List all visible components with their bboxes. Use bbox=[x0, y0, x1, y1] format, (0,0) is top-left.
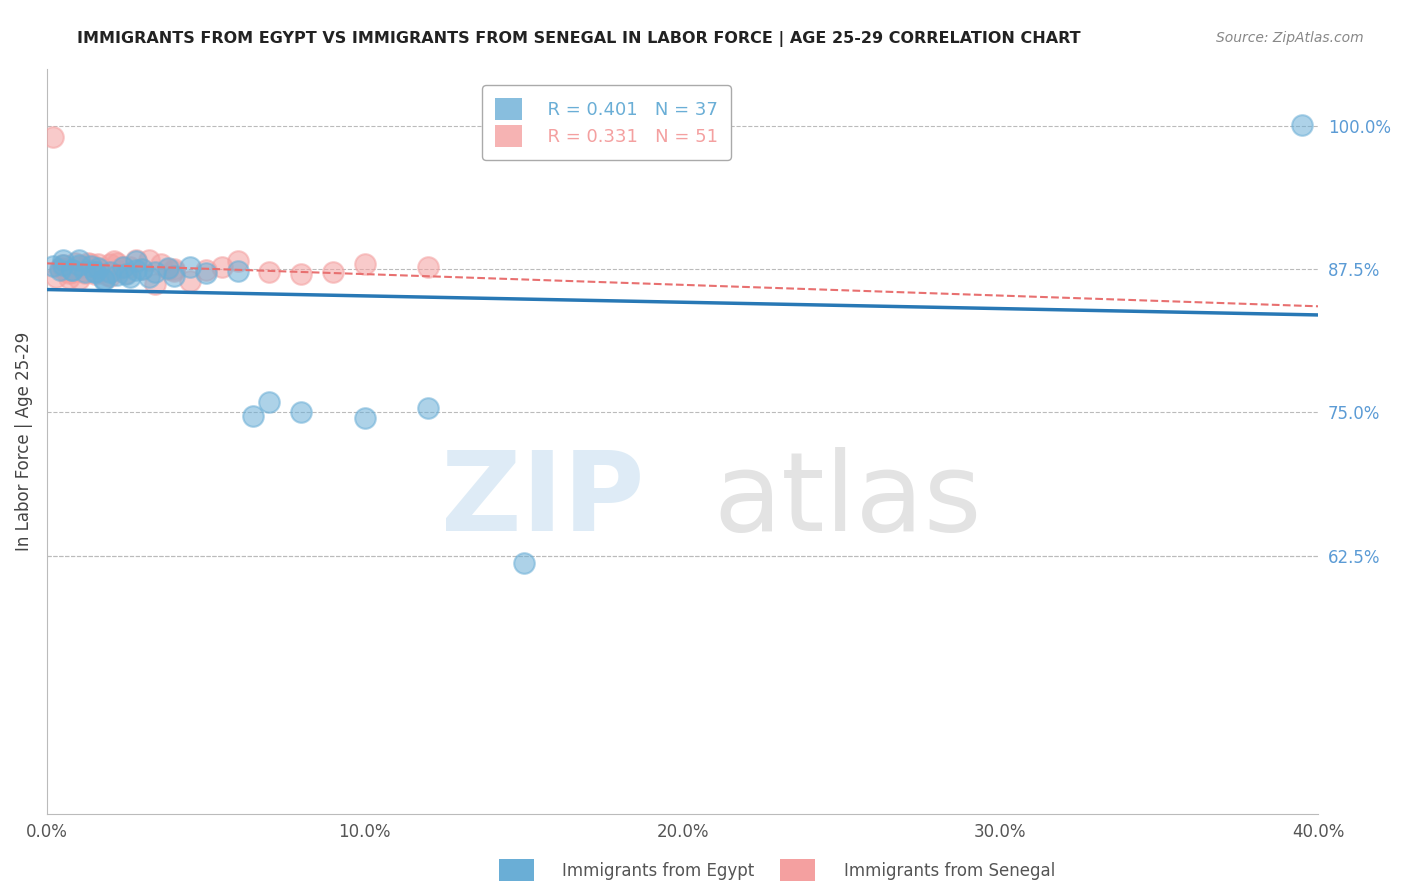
Point bbox=[211, 260, 233, 274]
Text: ZIP: ZIP bbox=[441, 447, 644, 554]
Point bbox=[156, 261, 179, 276]
Point bbox=[125, 263, 148, 277]
Point bbox=[242, 409, 264, 423]
Point bbox=[226, 253, 249, 268]
Point bbox=[67, 253, 90, 268]
Point bbox=[105, 262, 128, 277]
Point bbox=[93, 263, 115, 277]
Point bbox=[143, 277, 166, 292]
Point bbox=[83, 260, 105, 275]
Point bbox=[52, 253, 75, 268]
Point bbox=[67, 258, 90, 272]
Point bbox=[163, 261, 186, 276]
Point bbox=[52, 258, 75, 272]
Point bbox=[93, 272, 115, 286]
Point bbox=[259, 394, 281, 409]
Point bbox=[58, 266, 80, 280]
Point bbox=[143, 265, 166, 279]
Point bbox=[112, 260, 135, 274]
Point bbox=[87, 256, 110, 270]
Text: Immigrants from Senegal: Immigrants from Senegal bbox=[844, 862, 1054, 880]
Point bbox=[259, 265, 281, 279]
Point bbox=[52, 261, 75, 276]
Point bbox=[112, 260, 135, 275]
Point bbox=[100, 265, 122, 279]
Text: IMMIGRANTS FROM EGYPT VS IMMIGRANTS FROM SENEGAL IN LABOR FORCE | AGE 25-29 CORR: IMMIGRANTS FROM EGYPT VS IMMIGRANTS FROM… bbox=[77, 31, 1081, 47]
Point bbox=[93, 273, 115, 287]
Point bbox=[353, 411, 375, 425]
Point bbox=[73, 265, 96, 279]
Point bbox=[512, 556, 534, 570]
Point bbox=[73, 266, 96, 280]
Text: Immigrants from Egypt: Immigrants from Egypt bbox=[562, 862, 755, 880]
Point bbox=[131, 261, 153, 276]
Point bbox=[67, 260, 90, 275]
Point bbox=[179, 273, 201, 287]
Point bbox=[226, 264, 249, 278]
Point bbox=[118, 260, 141, 274]
Point bbox=[48, 260, 70, 275]
Point bbox=[194, 266, 217, 280]
Point bbox=[70, 264, 93, 278]
Point bbox=[42, 260, 65, 274]
Point bbox=[103, 254, 125, 268]
Point bbox=[55, 264, 77, 278]
Point bbox=[194, 263, 217, 277]
Point bbox=[125, 253, 148, 268]
Point bbox=[55, 262, 77, 277]
Point bbox=[83, 264, 105, 278]
Text: atlas: atlas bbox=[714, 447, 983, 554]
Point bbox=[60, 265, 83, 279]
Point bbox=[138, 253, 160, 268]
Point bbox=[77, 256, 100, 270]
Point bbox=[90, 265, 112, 279]
Point bbox=[60, 263, 83, 277]
Point bbox=[60, 263, 83, 277]
Point bbox=[163, 268, 186, 283]
Point bbox=[45, 269, 67, 284]
Point bbox=[115, 268, 138, 282]
Point bbox=[100, 268, 122, 283]
Point bbox=[353, 257, 375, 271]
Point bbox=[290, 267, 312, 281]
Point bbox=[1291, 118, 1313, 132]
Point bbox=[105, 268, 128, 282]
Point bbox=[156, 261, 179, 276]
Point bbox=[115, 266, 138, 280]
Point bbox=[83, 265, 105, 279]
Point bbox=[80, 259, 103, 273]
Point bbox=[322, 265, 344, 279]
Point bbox=[52, 259, 75, 273]
Point bbox=[125, 253, 148, 268]
Legend:   R = 0.401   N = 37,   R = 0.331   N = 51: R = 0.401 N = 37, R = 0.331 N = 51 bbox=[482, 85, 731, 160]
Point bbox=[87, 260, 110, 275]
Point bbox=[150, 257, 173, 271]
Point bbox=[48, 263, 70, 277]
Point bbox=[100, 257, 122, 271]
Point bbox=[42, 130, 65, 145]
Y-axis label: In Labor Force | Age 25-29: In Labor Force | Age 25-29 bbox=[15, 332, 32, 550]
Text: Source: ZipAtlas.com: Source: ZipAtlas.com bbox=[1216, 31, 1364, 45]
Point bbox=[96, 268, 118, 283]
Point bbox=[77, 259, 100, 273]
Point bbox=[67, 260, 90, 274]
Point bbox=[118, 270, 141, 285]
Point bbox=[418, 260, 440, 275]
Point bbox=[83, 265, 105, 279]
Point bbox=[138, 270, 160, 285]
Point bbox=[418, 401, 440, 415]
Point bbox=[163, 264, 186, 278]
Point bbox=[83, 267, 105, 281]
Point bbox=[290, 405, 312, 419]
Point bbox=[67, 272, 90, 286]
Point bbox=[179, 260, 201, 274]
Point bbox=[131, 262, 153, 277]
Point bbox=[105, 256, 128, 270]
Point bbox=[80, 257, 103, 271]
Point bbox=[65, 256, 87, 270]
Point bbox=[58, 270, 80, 285]
